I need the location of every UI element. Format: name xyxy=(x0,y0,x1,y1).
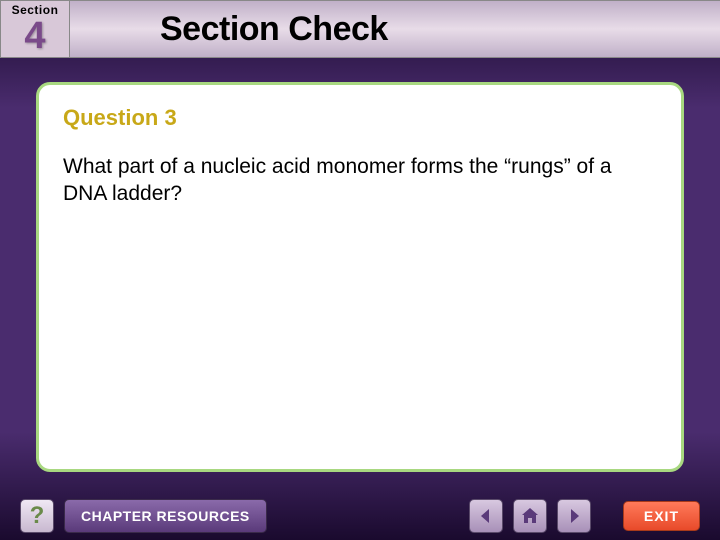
arrow-left-icon xyxy=(476,506,496,526)
section-box: Section 4 xyxy=(0,0,70,58)
question-title: Question 3 xyxy=(63,105,657,131)
question-body: What part of a nucleic acid monomer form… xyxy=(63,153,657,208)
exit-button[interactable]: EXIT xyxy=(623,501,700,531)
chapter-resources-button[interactable]: CHAPTER RESOURCES xyxy=(64,499,267,533)
bottom-bar: ? CHAPTER RESOURCES EXIT xyxy=(0,492,720,540)
help-icon: ? xyxy=(30,502,45,530)
exit-label: EXIT xyxy=(644,508,679,524)
title-bar: Section Check xyxy=(70,0,720,58)
help-button[interactable]: ? xyxy=(20,499,54,533)
home-button[interactable] xyxy=(513,499,547,533)
prev-button[interactable] xyxy=(469,499,503,533)
header: Section 4 Section Check xyxy=(0,0,720,58)
page-title: Section Check xyxy=(160,10,388,49)
content-panel: Question 3 What part of a nucleic acid m… xyxy=(36,82,684,472)
section-number: 4 xyxy=(1,17,69,55)
arrow-right-icon xyxy=(564,506,584,526)
chapter-resources-label: CHAPTER RESOURCES xyxy=(81,508,250,524)
next-button[interactable] xyxy=(557,499,591,533)
home-icon xyxy=(520,506,540,526)
